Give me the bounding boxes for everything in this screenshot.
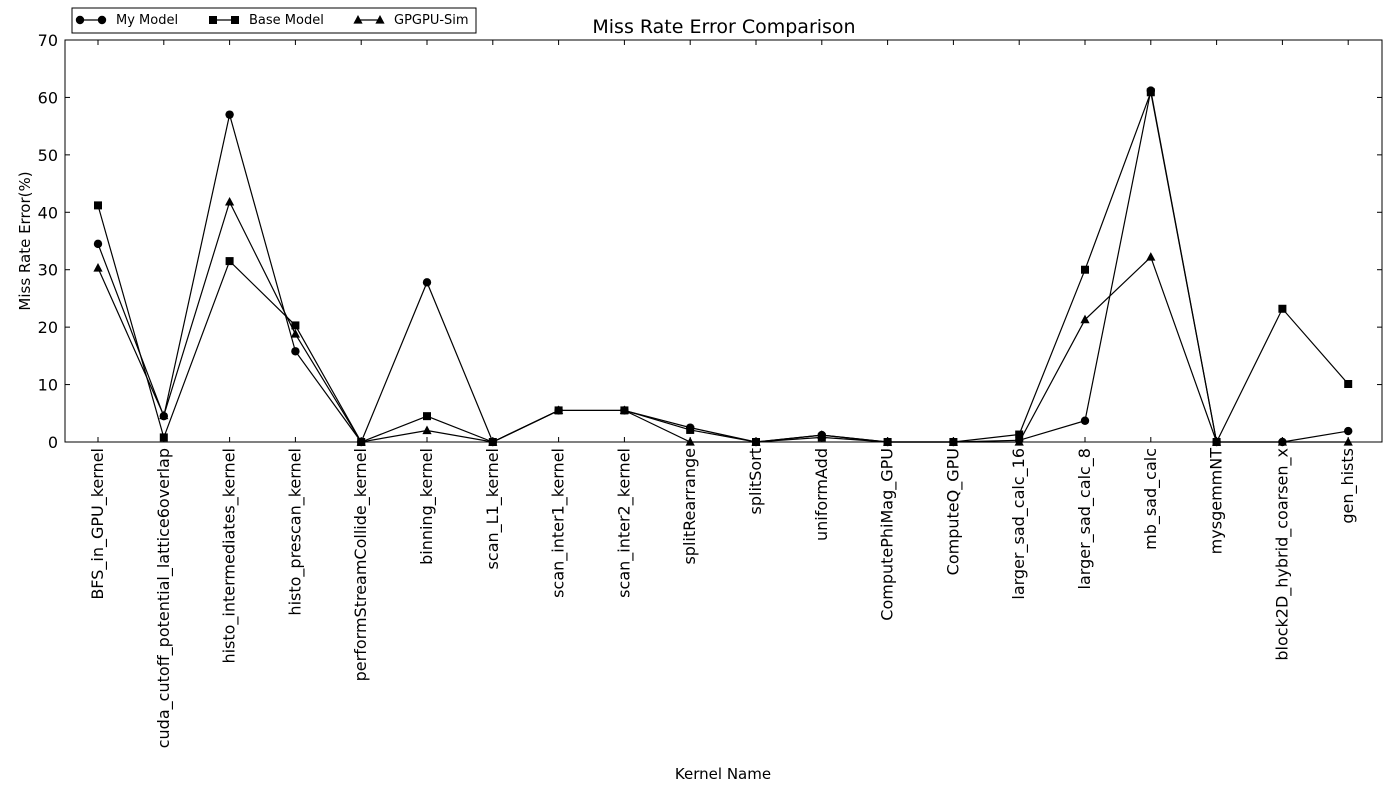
x-tick-label: ComputePhiMag_GPU — [878, 448, 898, 621]
data-point — [1081, 265, 1089, 274]
data-point — [817, 430, 827, 439]
y-axis-title: Miss Rate Error(%) — [16, 171, 34, 310]
legend-marker — [231, 16, 239, 24]
x-tick-label: ComputeQ_GPU — [943, 448, 963, 575]
series-line — [97, 90, 1349, 444]
series-circle — [93, 86, 1353, 447]
data-point — [1344, 426, 1353, 436]
y-tick-label: 70 — [38, 31, 58, 50]
data-point — [422, 425, 432, 435]
data-point — [1344, 379, 1353, 388]
y-tick-label: 0 — [48, 433, 58, 452]
x-tick-label: uniformAdd — [812, 448, 831, 541]
data-point — [1146, 88, 1155, 97]
legend-marker — [97, 15, 107, 25]
data-point — [291, 347, 300, 356]
plot-frame — [64, 39, 1383, 443]
data-point — [94, 201, 102, 210]
y-tick-label: 10 — [38, 376, 58, 395]
data-point — [291, 321, 300, 330]
x-tick-label: performStreamCollide_kernel — [351, 448, 371, 681]
legend-box — [71, 7, 477, 34]
legend-label: GPGPU-Sim — [394, 13, 469, 28]
x-tick-label: mysgemmNT — [1207, 448, 1226, 555]
data-point — [93, 239, 103, 249]
y-tick-label: 60 — [38, 88, 58, 107]
data-point — [1080, 314, 1090, 324]
x-tick-label: histo_intermediates_kernel — [220, 448, 240, 664]
legend-label: My Model — [116, 13, 178, 28]
x-tick-label: scan_inter1_kernel — [549, 448, 569, 598]
series-line — [97, 200, 1349, 443]
legend-marker — [375, 15, 385, 24]
x-tick-label: splitRearrange — [680, 448, 699, 565]
x-tick-label: scan_L1_kernel — [483, 448, 503, 569]
data-point — [619, 405, 629, 415]
series-square — [94, 88, 1353, 446]
legend-marker — [75, 15, 85, 25]
y-tick-label: 20 — [38, 318, 58, 337]
axes: 0 10 20 30 40 50 60 70 BFS_in_GPU_kernel cuda_cut… — [38, 31, 1383, 748]
legend-label: Base Model — [249, 13, 324, 28]
legend-marker — [353, 15, 363, 24]
x-tick-label: mb_sad_calc — [1141, 448, 1161, 550]
x-tick-label: splitSort — [746, 448, 765, 514]
data-point — [225, 257, 234, 266]
x-tick-label: scan_inter2_kernel — [614, 448, 634, 598]
x-axis-title: Kernel Name — [675, 765, 771, 783]
legend: My Model Base Model GPGPU-Sim — [71, 7, 477, 34]
data-point — [1080, 416, 1090, 425]
y-tick-label: 50 — [38, 146, 58, 165]
x-tick-label: BFS_in_GPU_kernel — [88, 448, 108, 600]
y-tick-label: 40 — [38, 203, 58, 222]
x-tick-label: block2D_hybrid_coarsen_x — [1272, 448, 1292, 661]
data-point — [1278, 304, 1287, 313]
data-point — [686, 425, 695, 434]
data-point — [225, 196, 235, 206]
data-point — [423, 412, 431, 421]
plot-area — [93, 86, 1353, 447]
data-point — [554, 405, 564, 415]
x-tick-label: larger_sad_calc_8 — [1075, 448, 1095, 589]
data-point — [159, 410, 169, 420]
x-tick-label: gen_hists — [1338, 448, 1358, 524]
data-point — [290, 329, 300, 338]
data-point — [93, 262, 103, 272]
x-tick-label: cuda_cutoff_potential_lattice6overlap — [154, 448, 174, 748]
data-point — [1146, 252, 1156, 261]
data-point — [225, 110, 234, 119]
x-tick-label: larger_sad_calc_16 — [1009, 448, 1029, 600]
data-point — [1015, 430, 1024, 439]
legend-marker — [209, 16, 217, 24]
chart-title: Miss Rate Error Comparison — [592, 16, 855, 38]
x-tick-label: histo_prescan_kernel — [285, 448, 305, 616]
data-point — [422, 278, 432, 287]
series-triangle — [93, 196, 1353, 446]
y-tick-label: 30 — [38, 261, 58, 280]
x-tick-label: binning_kernel — [417, 448, 437, 565]
series-line — [97, 90, 1349, 444]
